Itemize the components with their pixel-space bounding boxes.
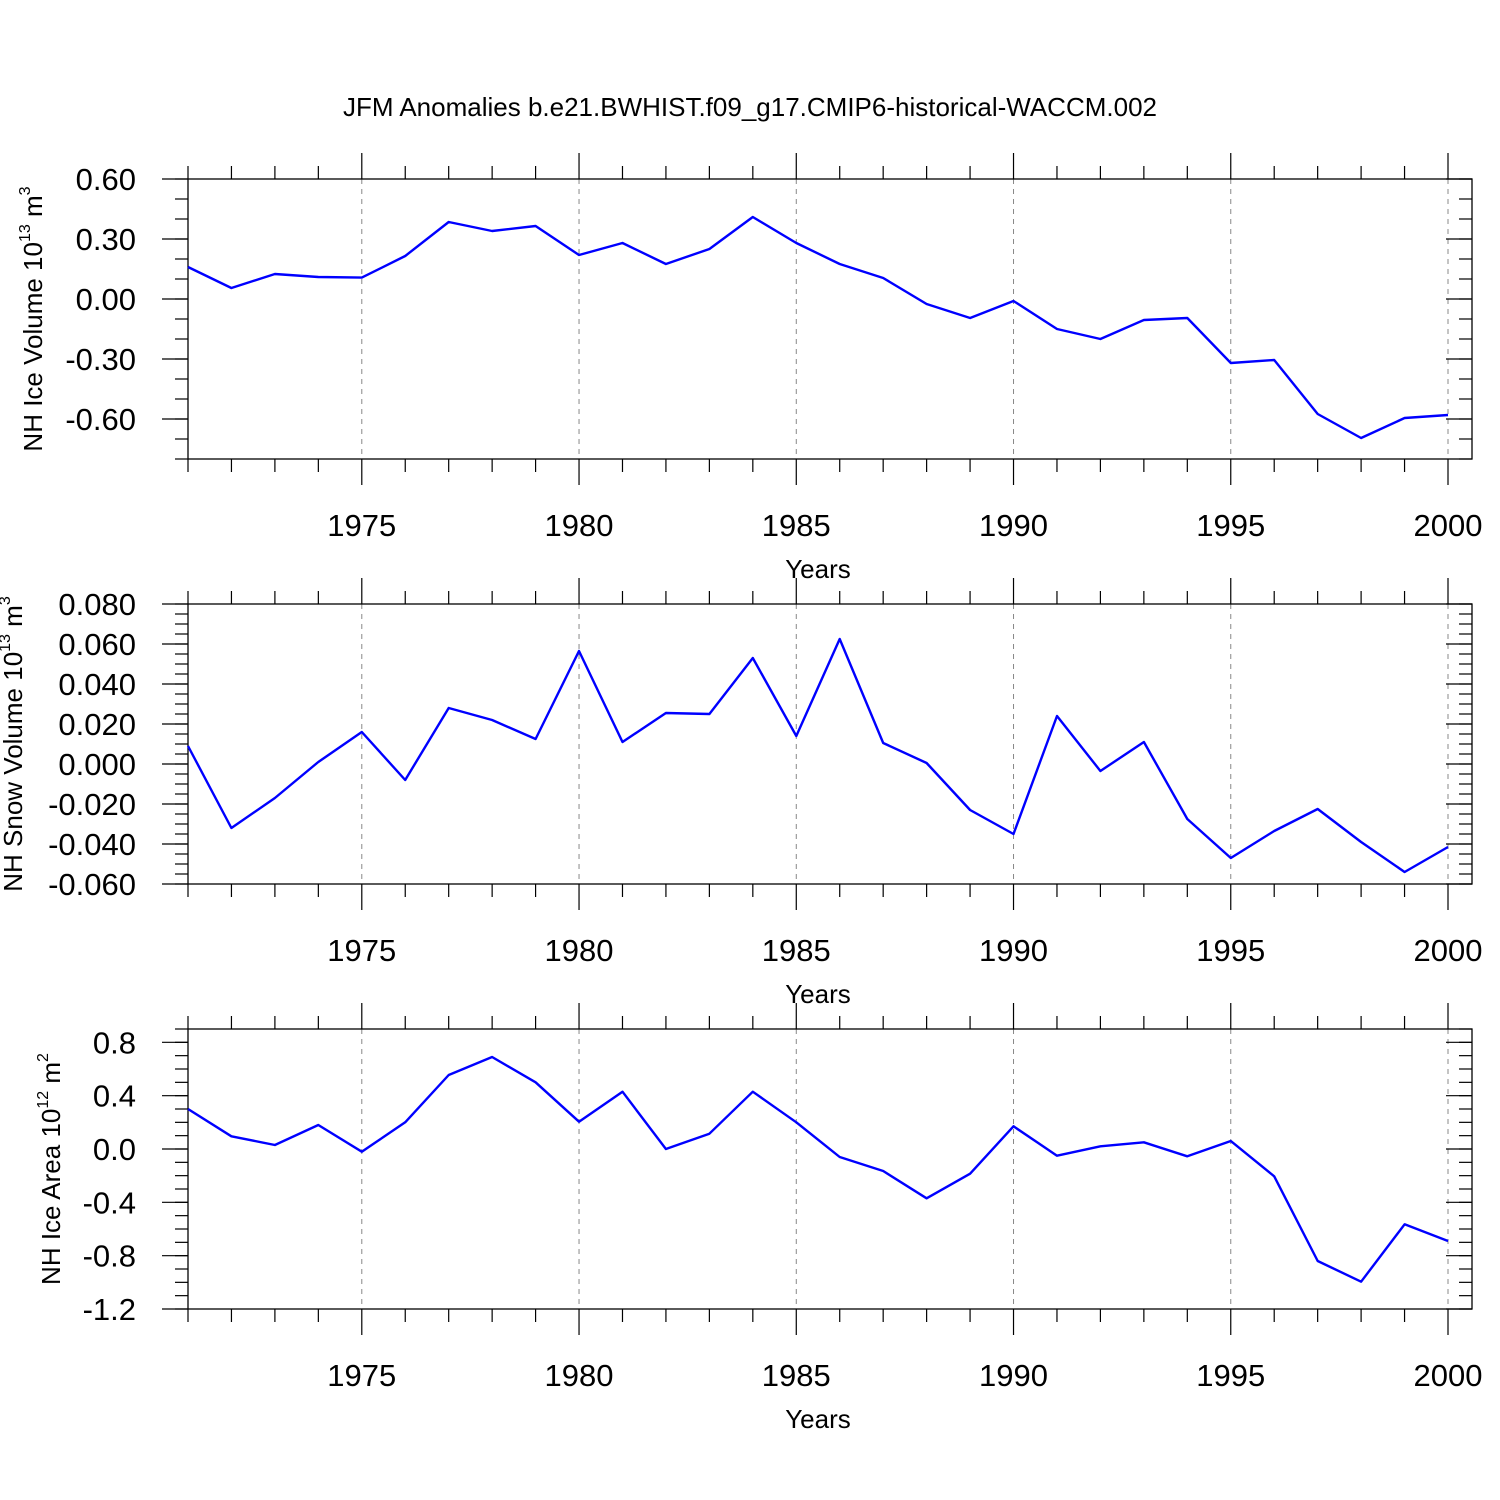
x-axis-title: Years <box>785 979 851 1009</box>
y-axis-title-unit: m <box>18 195 48 224</box>
figure-title: JFM Anomalies b.e21.BWHIST.f09_g17.CMIP6… <box>343 92 1157 122</box>
y-tick-label: 0.00 <box>76 282 136 317</box>
y-axis-title-text: NH Ice Volume 10 <box>18 242 48 452</box>
series-line <box>187 215 1449 440</box>
x-tick-label: 1990 <box>979 508 1048 543</box>
plot-frame <box>187 178 1473 460</box>
x-tick-label: 1990 <box>979 933 1048 968</box>
y-tick-label: 0.0 <box>93 1132 136 1167</box>
x-tick-label: 1985 <box>762 508 831 543</box>
x-tick-label: 1985 <box>762 1358 831 1393</box>
x-tick-label: 1975 <box>327 508 396 543</box>
y-axis-title-unit-exponent: 2 <box>35 1053 52 1062</box>
y-axis-title-text: NH Ice Area 10 <box>36 1109 66 1285</box>
y-tick-label: 0.8 <box>93 1025 136 1060</box>
y-axis-title-exponent: 12 <box>35 1091 52 1109</box>
y-tick-label: 0.060 <box>58 627 136 662</box>
x-tick-label: 2000 <box>1414 1358 1483 1393</box>
y-tick-label: -1.2 <box>83 1292 136 1327</box>
y-tick-label: 0.60 <box>76 162 136 197</box>
x-tick-label: 2000 <box>1414 933 1483 968</box>
y-tick-label: 0.020 <box>58 707 136 742</box>
y-tick-label: -0.8 <box>83 1239 136 1274</box>
chart-panel-3: 0.8 0.4 0.0 -0.4 -0.8 -1.2 1975 1980 1985 1990 199… <box>35 1003 1482 1434</box>
y-tick-label: -0.30 <box>65 342 136 377</box>
x-tick-label: 1975 <box>327 1358 396 1393</box>
y-axis-title: NH Ice Volume 1013 m3 <box>17 186 48 451</box>
x-tick-label: 1980 <box>545 508 614 543</box>
series-line <box>186 637 1449 874</box>
x-tick-label: 1990 <box>979 1358 1048 1393</box>
chart-panel-2: 0.080 0.060 0.040 0.020 0.000 -0.020 -0.040 -0.… <box>0 578 1482 1009</box>
x-tick-label: 1985 <box>762 933 831 968</box>
plot-frame <box>187 1028 1473 1310</box>
plot-frame <box>187 603 1473 885</box>
y-axis-title-unit-exponent: 3 <box>0 596 14 605</box>
chart-panel-1: 0.60 0.30 0.00 -0.30 -0.60 1975 1980 1985 1990 19… <box>17 153 1482 584</box>
y-axis-title-exponent: 13 <box>0 634 14 652</box>
y-tick-label: -0.040 <box>48 827 136 862</box>
x-axis-title: Years <box>785 554 851 584</box>
y-tick-label: -0.60 <box>65 402 136 437</box>
x-tick-label: 1995 <box>1196 933 1265 968</box>
y-tick-label: -0.4 <box>83 1185 136 1220</box>
y-tick-label: 0.30 <box>76 222 136 257</box>
x-tick-label: 1980 <box>545 1358 614 1393</box>
x-tick-label: 1980 <box>545 933 614 968</box>
y-axis-title-text: NH Snow Volume 10 <box>0 652 28 892</box>
x-tick-label: 1995 <box>1196 1358 1265 1393</box>
y-axis-title-unit: m <box>0 605 28 634</box>
x-axis-title: Years <box>785 1404 851 1434</box>
y-axis-title-exponent: 13 <box>17 224 34 242</box>
y-axis-title: NH Ice Area 1012 m2 <box>35 1053 66 1285</box>
y-tick-label: 0.000 <box>58 747 136 782</box>
y-tick-label: 0.040 <box>58 667 136 702</box>
x-tick-label: 2000 <box>1414 508 1483 543</box>
y-axis-title-unit-exponent: 3 <box>17 186 34 195</box>
series-line <box>187 1055 1449 1283</box>
x-tick-label: 1975 <box>327 933 396 968</box>
y-tick-label: 0.4 <box>93 1079 136 1114</box>
y-tick-label: 0.080 <box>58 587 136 622</box>
y-tick-label: -0.060 <box>48 867 136 902</box>
x-tick-label: 1995 <box>1196 508 1265 543</box>
y-axis-title-unit: m <box>36 1062 66 1091</box>
panels: 0.60 0.30 0.00 -0.30 -0.60 1975 1980 1985 1990 19… <box>0 153 1482 1434</box>
y-tick-label: -0.020 <box>48 787 136 822</box>
y-axis-title: NH Snow Volume 1013 m3 <box>0 596 28 892</box>
